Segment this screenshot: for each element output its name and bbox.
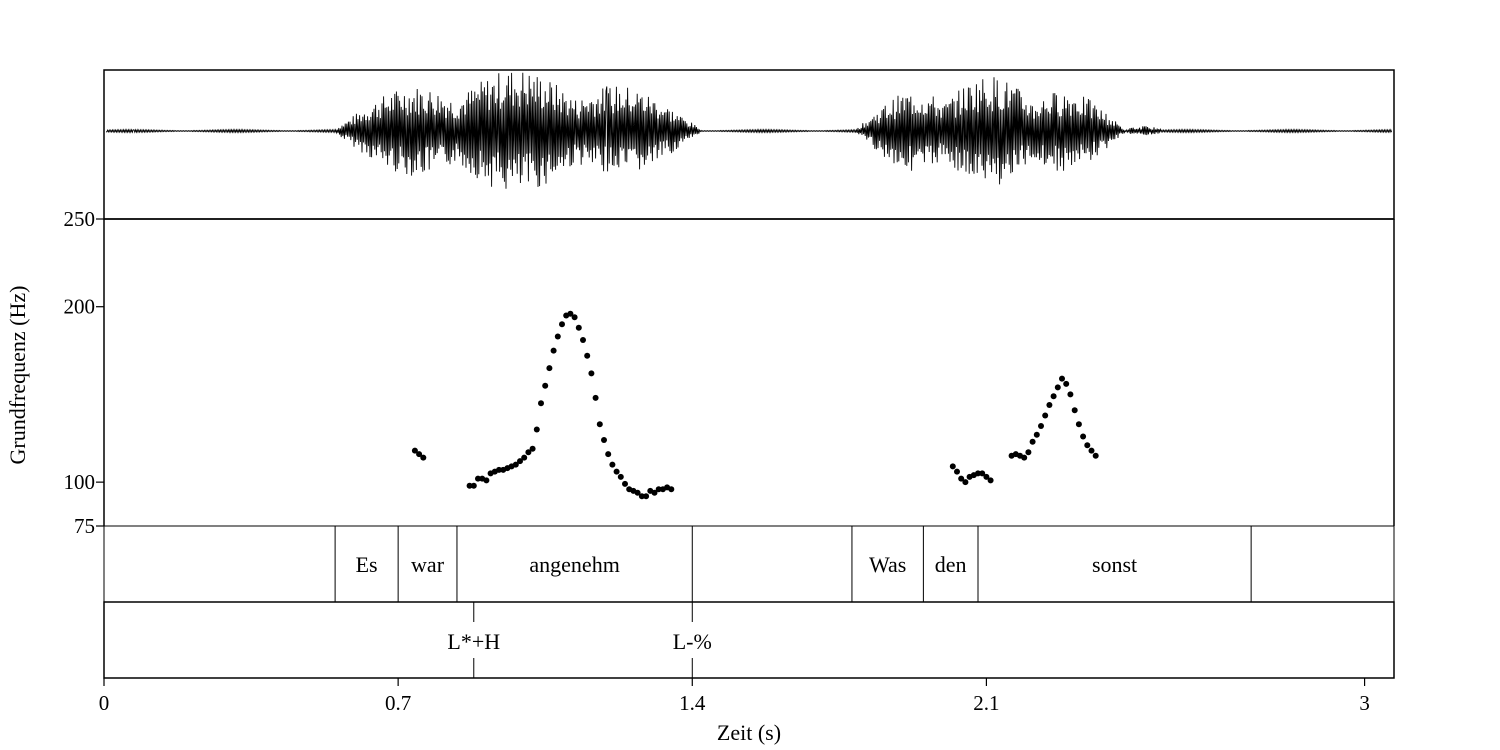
f0-point: [512, 461, 519, 468]
f0-point: [411, 447, 418, 454]
f0-point: [643, 493, 650, 500]
y-axis-title: Grundfrequenz (Hz): [5, 286, 30, 465]
word-labels: Es war angenehm Was den sonst: [356, 552, 1138, 577]
f0-point: [571, 314, 578, 321]
x-tick-label: 0: [99, 691, 110, 715]
pitch-panel: 250 200 100 75: [64, 207, 1395, 538]
y-tick-label: 100: [64, 470, 96, 494]
f0-point: [1092, 452, 1099, 459]
f0-point: [1029, 438, 1036, 445]
f0-point: [1050, 393, 1057, 400]
x-axis-ticks: 0 0.7 1.4 2.1 3: [99, 678, 1370, 715]
word-label: angenehm: [529, 552, 619, 577]
tone-marks: L*+H L-%: [447, 602, 712, 678]
f0-point: [609, 461, 616, 468]
f0-point: [475, 475, 481, 482]
f0-point: [1025, 449, 1032, 456]
f0-point: [470, 482, 477, 489]
f0-point: [496, 466, 502, 473]
f0-point: [949, 463, 956, 470]
f0-point: [1088, 447, 1095, 454]
y-tick-label: 200: [64, 295, 96, 319]
f0-point: [983, 473, 990, 480]
word-label: Es: [356, 552, 378, 577]
f0-point: [1063, 380, 1070, 387]
f0-point: [605, 451, 612, 458]
f0-point: [575, 324, 582, 331]
x-tick-label: 0.7: [385, 691, 411, 715]
tone-label: L-%: [673, 629, 712, 654]
f0-point: [987, 477, 994, 484]
waveform-trace: [105, 72, 1393, 189]
y-tick-label: 75: [74, 514, 95, 538]
f0-point: [1033, 431, 1040, 438]
f0-point: [601, 437, 607, 443]
f0-point: [546, 365, 553, 372]
f0-point: [517, 458, 523, 465]
f0-point: [617, 473, 624, 480]
f0-point: [979, 470, 986, 477]
f0-point: [483, 477, 490, 484]
f0-point: [668, 486, 675, 493]
x-tick-label: 2.1: [973, 691, 999, 715]
f0-point: [1071, 407, 1078, 414]
x-tick-label: 3: [1359, 691, 1370, 715]
f0-point: [1042, 412, 1049, 419]
f0-point: [1080, 433, 1087, 440]
f0-point: [529, 445, 536, 452]
f0-point: [613, 468, 620, 475]
f0-point: [588, 370, 595, 377]
f0-point: [1059, 375, 1065, 382]
f0-point: [1038, 423, 1044, 429]
f0-point: [596, 421, 603, 428]
f0-point-series: [411, 310, 1099, 500]
f0-point: [651, 489, 658, 496]
f0-point: [1021, 454, 1028, 461]
f0-point: [567, 310, 574, 317]
f0-point: [975, 470, 981, 477]
f0-point: [954, 468, 960, 475]
tone-label: L*+H: [447, 629, 500, 654]
word-label: sonst: [1092, 552, 1137, 577]
f0-point: [521, 454, 528, 461]
tone-tier-frame: [103, 601, 1395, 679]
f0-point: [655, 486, 662, 493]
f0-point: [1084, 442, 1091, 449]
f0-point: [580, 337, 586, 343]
word-tier: Es war angenehm Was den sonst: [103, 525, 1395, 603]
y-tick-label: 250: [64, 207, 96, 231]
f0-point: [550, 347, 557, 354]
x-axis-title: Zeit (s): [717, 720, 781, 745]
f0-point: [1067, 391, 1074, 398]
f0-point: [420, 454, 427, 461]
word-label: Was: [869, 552, 906, 577]
y-axis-ticks: 250 200 100 75: [64, 207, 104, 538]
word-label: war: [411, 552, 445, 577]
tone-tier: L*+H L-%: [103, 601, 1395, 679]
f0-point: [592, 394, 599, 401]
f0-point: [542, 382, 549, 389]
f0-point: [634, 489, 641, 496]
f0-point: [533, 426, 540, 433]
f0-point: [525, 449, 532, 456]
x-tick-label: 1.4: [679, 691, 706, 715]
word-boundaries: [334, 526, 1252, 602]
f0-point: [1075, 421, 1082, 428]
f0-point: [466, 482, 473, 489]
f0-point: [1054, 384, 1061, 391]
f0-point: [554, 333, 561, 340]
f0-point: [559, 321, 565, 328]
f0-point: [1046, 402, 1053, 408]
f0-point: [962, 479, 969, 486]
f0-point: [538, 400, 544, 407]
f0-point: [622, 480, 628, 487]
f0-point: [638, 493, 645, 500]
f0-point: [416, 451, 423, 458]
f0-point: [584, 352, 591, 359]
f0-point: [958, 475, 965, 482]
word-label: den: [935, 552, 967, 577]
